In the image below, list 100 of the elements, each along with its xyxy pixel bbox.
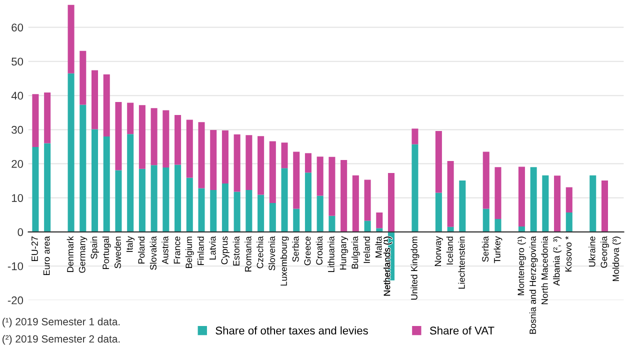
x-tick-label: Liechtenstein (458, 236, 465, 289)
x-tick-label: Euro area (43, 236, 50, 276)
bar (518, 166, 525, 226)
bar (316, 156, 324, 196)
x-tick-label: Slovakia (150, 236, 156, 270)
bar (174, 114, 182, 165)
x-tick-label: Moldova (³) (612, 236, 621, 282)
bar (542, 175, 549, 232)
x-tick-label: Slovenia (268, 236, 276, 270)
bar (566, 212, 572, 232)
bar (68, 73, 74, 232)
bar (258, 194, 264, 232)
y-tick-label: -20 (8, 296, 24, 304)
bar (530, 167, 537, 232)
text: (¹) 2019 Semester 1 data. (2, 318, 120, 328)
bar (103, 74, 110, 136)
bar (304, 172, 312, 232)
bar (435, 130, 442, 193)
bar (246, 190, 252, 232)
x-tick-label: Ireland (363, 236, 370, 263)
bar (174, 164, 182, 232)
bar (566, 187, 572, 213)
x-tick-label: Iceland (446, 236, 453, 264)
bar (186, 178, 193, 232)
bar (234, 134, 240, 192)
x-tick-label: Lithuania (328, 236, 334, 272)
bar (150, 165, 158, 232)
bar (222, 130, 228, 184)
x-tick-label: Serbia (482, 236, 489, 262)
bar (304, 153, 312, 173)
bar (115, 170, 122, 232)
bar (328, 156, 336, 216)
x-tick-label: Austria (162, 236, 168, 264)
bar (138, 168, 146, 232)
legend-label: Share of other taxes and levies (216, 326, 368, 335)
bar (459, 180, 466, 232)
bar (482, 152, 490, 209)
bar (376, 228, 383, 232)
bar (44, 92, 51, 144)
bar (92, 129, 98, 232)
x-tick-label: Belgium (185, 236, 194, 268)
x-tick-label: EU-27 (31, 236, 38, 261)
x-tick-label: Netherlands (¹) (384, 236, 392, 296)
bar (554, 176, 561, 232)
bar (127, 102, 134, 134)
x-tick-label: Luxembourg (280, 236, 289, 286)
x-tick-label: Latvia (209, 236, 216, 260)
bar (44, 143, 51, 232)
bar (210, 190, 217, 232)
bar (68, 4, 74, 74)
y-tick-label: 30 (12, 126, 24, 134)
bar (258, 136, 264, 195)
x-tick-label: Hungary (340, 236, 348, 270)
bar (316, 196, 324, 232)
x-tick-label: Bulgaria (351, 236, 360, 268)
y-tick-label: -10 (8, 262, 24, 270)
x-tick-label: Ukraine (588, 236, 596, 267)
x-tick-label: Italy (126, 236, 135, 252)
bar (364, 180, 371, 221)
x-tick-label: Sweden (114, 236, 121, 268)
x-tick-label: Czechia (256, 236, 264, 268)
y-tick-label: 40 (11, 92, 24, 100)
bar (80, 104, 86, 232)
bar (412, 128, 418, 144)
bar (494, 167, 502, 219)
x-tick-label: Poland (138, 236, 145, 264)
bar (590, 175, 596, 232)
bar (340, 160, 348, 232)
bar (494, 218, 502, 232)
x-tick-label: France (174, 236, 180, 264)
bar (601, 180, 608, 232)
y-tick-label: 60 (12, 24, 24, 32)
bar (127, 134, 134, 232)
x-tick-label: Turkey (494, 236, 502, 264)
bar (162, 110, 170, 168)
bar (281, 142, 288, 168)
x-tick-label: Georgia (600, 236, 609, 268)
bar (518, 226, 525, 232)
bar (198, 188, 205, 232)
x-tick-label: Malta (375, 236, 382, 258)
bar (92, 70, 98, 130)
bar (32, 94, 39, 148)
x-tick-label: Estonia (232, 236, 240, 266)
text: (²) 2019 Semester 2 data. (2, 334, 120, 345)
bar (138, 105, 146, 169)
bar (210, 130, 217, 190)
y-tick-label: 20 (12, 160, 24, 168)
x-tick-label: Denmark (66, 236, 74, 272)
bar (352, 175, 359, 232)
bar (388, 172, 395, 232)
x-tick-label: Norway (434, 236, 443, 266)
bar (482, 208, 490, 232)
y-tick-label: 50 (12, 58, 24, 66)
x-tick-label: Albania (², ³) (553, 236, 562, 286)
bar (162, 167, 170, 232)
bar (234, 192, 240, 232)
x-tick-label: Romania (244, 236, 252, 272)
bar (435, 192, 442, 232)
bar (269, 141, 276, 203)
bar (447, 161, 454, 227)
